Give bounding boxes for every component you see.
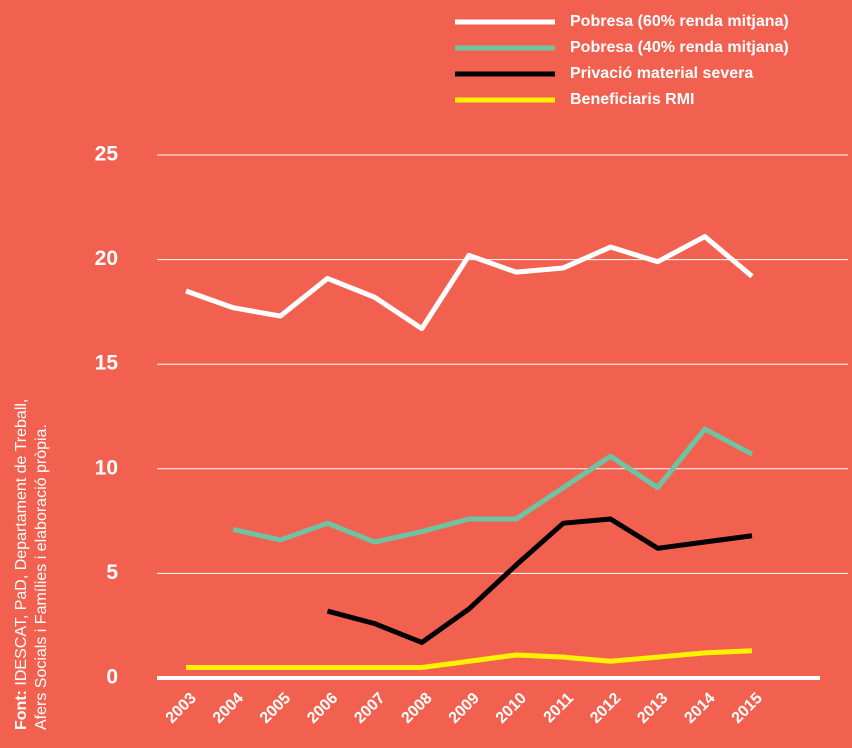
x-tick-label: 2015 <box>729 690 766 727</box>
x-tick-label: 2013 <box>634 690 671 727</box>
x-tick-label: 2009 <box>446 690 483 727</box>
x-tick-label: 2005 <box>257 690 294 727</box>
source-label: Font: <box>13 690 30 730</box>
x-tick-label: 2012 <box>587 690 624 727</box>
series-line <box>232 426 754 545</box>
x-tick-label: 2006 <box>304 690 341 727</box>
x-tick-label: 2003 <box>163 690 200 727</box>
x-tick-label: 2014 <box>681 690 718 727</box>
source-line-2: Afers Socials i Famílies i elaboració pr… <box>33 424 50 730</box>
y-tick-label: 20 <box>95 247 118 270</box>
legend-label: Pobresa (60% renda mitjana) <box>570 13 789 30</box>
y-tick-label: 0 <box>106 666 118 689</box>
series-line <box>326 516 753 645</box>
y-tick-label: 15 <box>95 352 119 375</box>
series-line <box>186 648 753 671</box>
y-tick-label: 5 <box>106 561 118 584</box>
x-tick-label: 2004 <box>210 690 247 727</box>
legend-label: Beneficiaris RMI <box>570 91 694 108</box>
x-tick-label: 2010 <box>493 690 530 727</box>
legend-label: Privació material severa <box>570 65 753 82</box>
y-tick-label: 25 <box>95 143 119 166</box>
source-line-1: Font: IDESCAT, PaD, Departament de Treba… <box>13 399 30 730</box>
legend-label: Pobresa (40% renda mitjana) <box>570 39 789 56</box>
x-tick-label: 2007 <box>351 690 388 727</box>
source-text: IDESCAT, PaD, Departament de Treball, <box>13 399 30 686</box>
series-line <box>185 234 754 332</box>
x-tick-label: 2008 <box>398 690 435 727</box>
x-tick-label: 2011 <box>541 690 578 727</box>
y-tick-label: 10 <box>95 456 118 479</box>
